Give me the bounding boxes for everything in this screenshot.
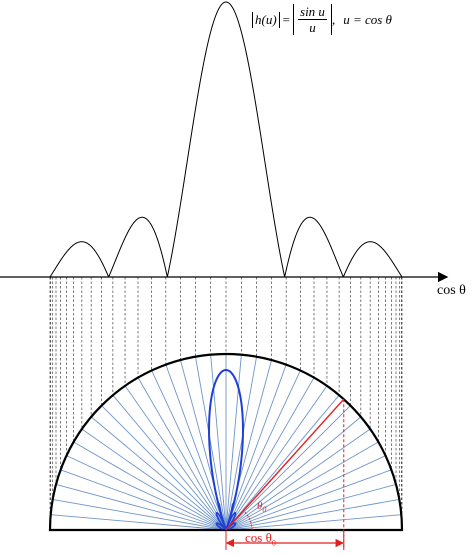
ray-line — [60, 469, 227, 531]
ray-line — [210, 354, 227, 531]
ray-line — [90, 416, 227, 531]
formula-label: h(u) = sin u u , u = cos θ — [252, 4, 392, 35]
ray-line — [225, 514, 402, 531]
ray-line — [101, 405, 227, 531]
polar-side-lobe — [228, 522, 237, 531]
ray-line — [124, 385, 227, 531]
ray-line — [225, 441, 379, 531]
ray-line — [165, 364, 227, 531]
cos-theta0-text: cos θ — [245, 530, 272, 545]
ray-line — [225, 455, 386, 531]
ray-line — [225, 428, 371, 531]
semicircle-boundary — [48, 352, 404, 532]
abs-fraction: sin u u — [293, 4, 332, 35]
fraction-numerator: sin u — [298, 4, 327, 20]
ray-line — [55, 484, 227, 531]
ray-line — [225, 498, 400, 531]
ray-line — [225, 484, 397, 531]
ray-line — [112, 394, 227, 531]
formula-separator: , — [331, 11, 336, 27]
ray-line — [225, 354, 242, 531]
ray-line — [225, 416, 362, 531]
ray-line — [225, 394, 340, 531]
ray-line — [225, 370, 301, 531]
theta0-symbol: θ — [257, 500, 263, 512]
theta0-angle-arc — [243, 510, 253, 531]
theta0-label: θ0 — [257, 500, 266, 514]
ray-line — [225, 405, 351, 531]
theta0-subscript: 0 — [262, 505, 267, 515]
ray-line — [73, 441, 227, 531]
ray-line — [81, 428, 227, 531]
ray-line — [151, 370, 227, 531]
highlight-ray-theta0 — [225, 398, 345, 531]
ray-line — [194, 356, 227, 531]
ray-line — [52, 498, 227, 531]
ray-line — [225, 469, 392, 531]
fraction-denominator: u — [309, 20, 316, 35]
axis-label-cos-theta: cos θ — [437, 283, 466, 298]
ray-line — [225, 385, 328, 531]
u-definition: u = cos θ — [343, 11, 392, 27]
ray-line — [225, 364, 287, 531]
ray-line — [225, 377, 315, 531]
polar-side-lobe — [215, 522, 224, 531]
angular-rays — [50, 354, 402, 531]
abs-h-of-u: h(u) — [252, 11, 280, 28]
polar-main-lobe — [208, 368, 244, 531]
cos-theta0-label: cos θ0 — [245, 530, 276, 548]
ray-line — [225, 356, 258, 531]
h-of-u-text: h(u) — [255, 11, 277, 27]
projection-dashed-lines — [49, 277, 403, 530]
equals-sign: = — [282, 11, 291, 27]
ray-line — [137, 377, 227, 531]
ray-line — [50, 514, 227, 531]
sinc-magnitude-curve — [49, 1, 403, 278]
fraction: sin u u — [298, 4, 327, 35]
ray-line — [66, 455, 227, 531]
cos-theta0-subscript: 0 — [271, 538, 276, 548]
